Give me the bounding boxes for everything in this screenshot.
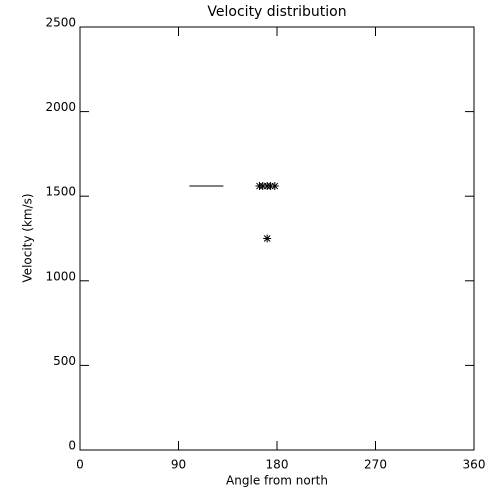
- x-tick-label: 270: [364, 458, 387, 472]
- chart-title: Velocity distribution: [207, 4, 346, 20]
- y-tick-label: 2000: [45, 100, 76, 114]
- y-axis-label: Velocity (km/s): [21, 193, 35, 282]
- asterisk-point: [258, 182, 267, 191]
- y-tick-label: 500: [53, 354, 76, 368]
- y-tick-label: 2500: [45, 16, 76, 30]
- asterisk-point: [263, 234, 272, 243]
- x-tick-label: 90: [171, 458, 186, 472]
- y-tick-label: 0: [68, 439, 76, 453]
- y-tick-label: 1000: [45, 269, 76, 283]
- x-tick-label: 180: [266, 458, 289, 472]
- x-tick-label: 360: [463, 458, 486, 472]
- asterisk-point: [266, 182, 275, 191]
- x-tick-label: 0: [76, 458, 84, 472]
- y-tick-label: 1500: [45, 185, 76, 199]
- x-axis-label: Angle from north: [226, 474, 328, 488]
- asterisk-point: [270, 182, 279, 191]
